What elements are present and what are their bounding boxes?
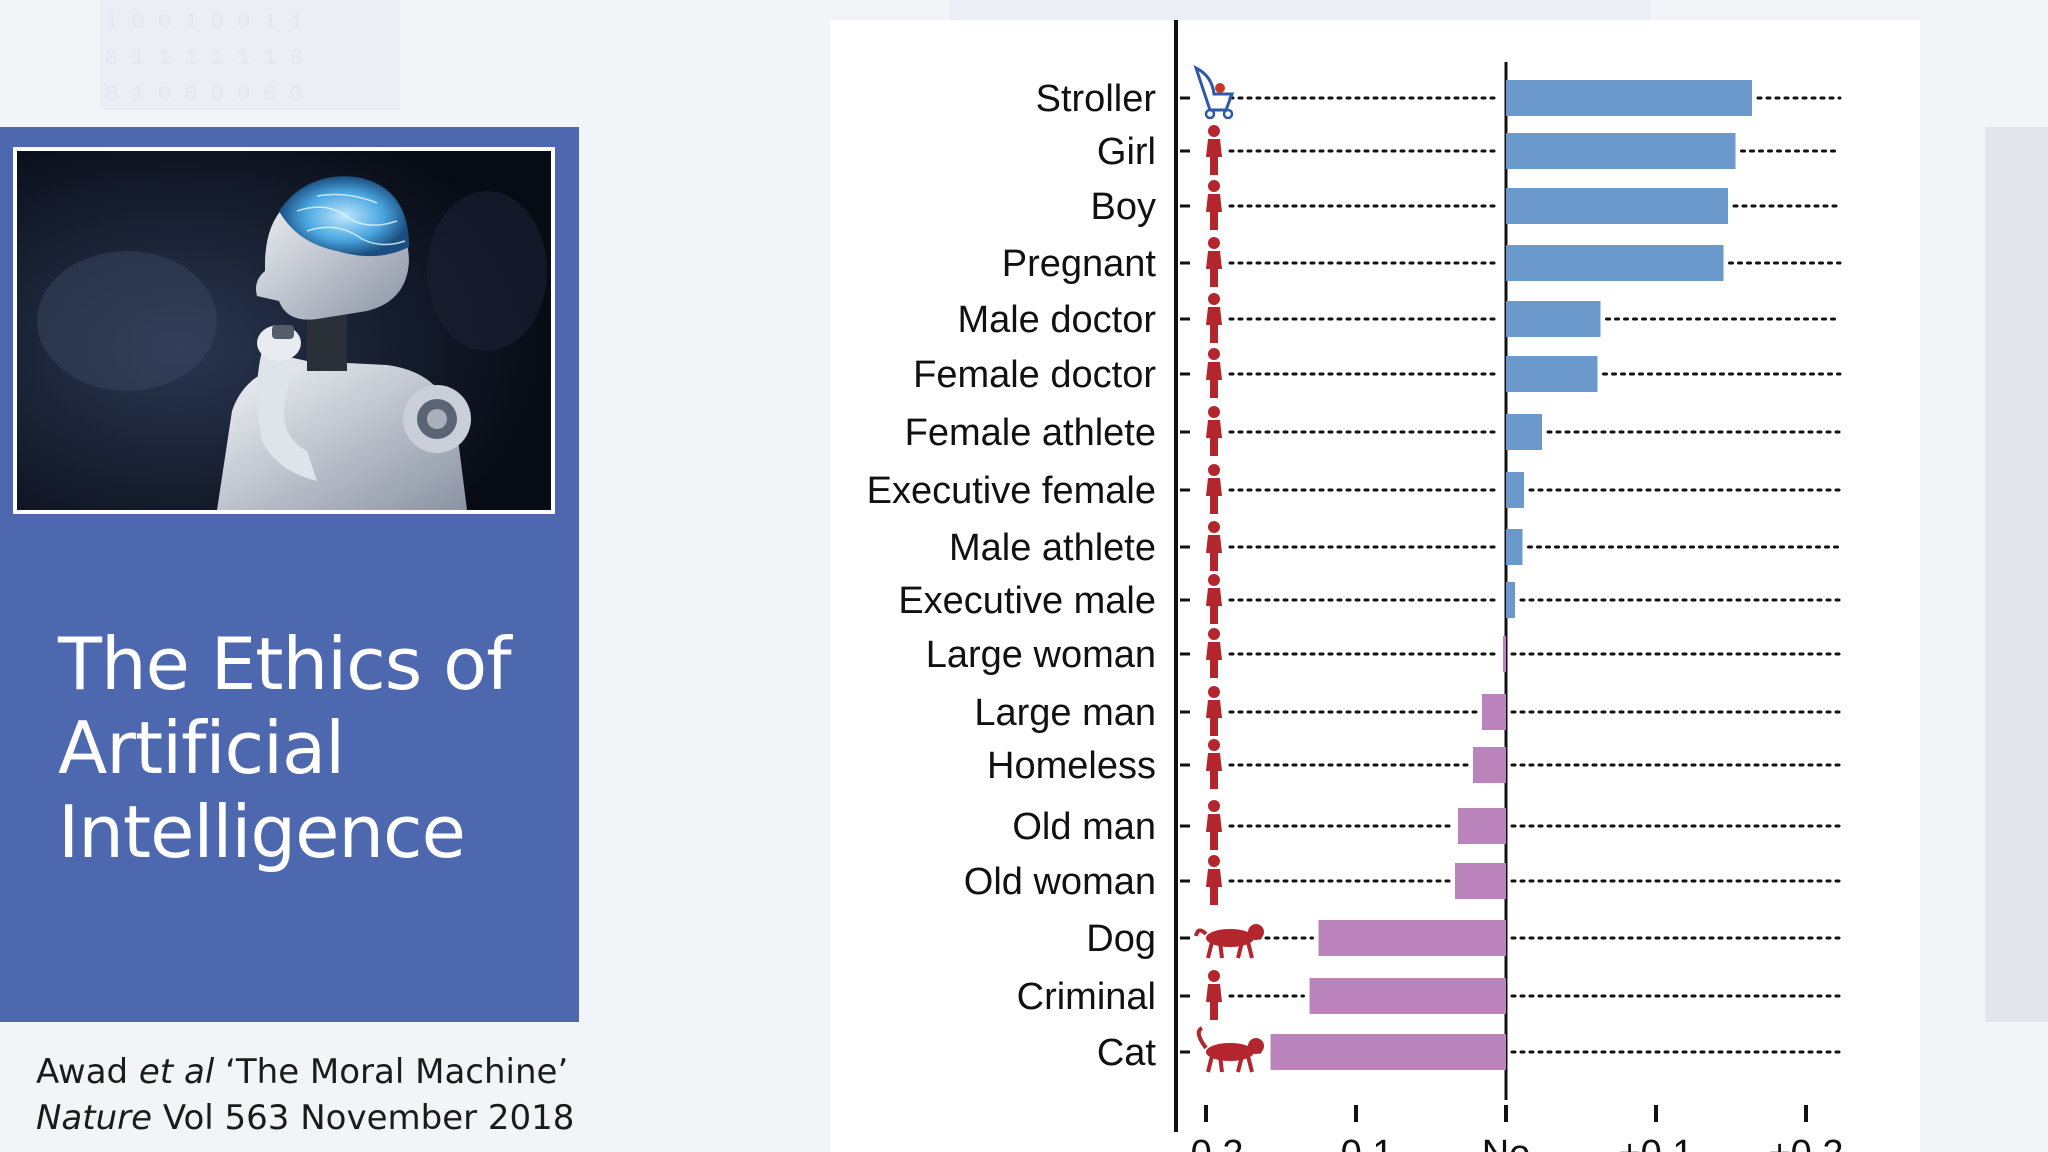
stroller-icon [1193,65,1235,120]
category-label: Pregnant [1002,243,1157,285]
title-line: Intelligence [58,790,466,874]
large-woman-icon [1206,628,1222,678]
bar [1270,1034,1506,1070]
cat-icon [1196,1026,1264,1073]
bar [1506,529,1523,565]
category-label: Old man [1012,806,1156,848]
bar [1309,978,1506,1014]
citation: Awad et al ‘The Moral Machine’ Nature Vo… [36,1049,596,1141]
bar [1506,301,1601,337]
category-label: Dog [1086,918,1156,960]
category-label: Old woman [964,861,1156,903]
category-label: Boy [1091,186,1156,228]
pregnant-icon [1206,237,1222,287]
bar [1482,694,1506,730]
bar [1455,863,1506,899]
category-label: Criminal [1017,976,1156,1018]
category-label: Female doctor [913,354,1156,396]
slide-title: The Ethics of Artificial Intelligence [58,622,558,874]
category-label: Large man [974,692,1156,734]
citation-journal: Nature [36,1098,153,1138]
female-doctor-icon [1206,348,1222,398]
svg-text:0 1 1 1 1 1 1 0: 0 1 1 1 1 1 1 0 [105,46,303,71]
robot-thinking-image [13,147,555,514]
svg-text:1 0 0 1 0 0 1 1: 1 0 0 1 0 0 1 1 [105,10,303,35]
x-tick-label: −0.1 [1318,1133,1393,1152]
moral-machine-chart: Stroller Girl Boy Pregnant Male doctor Female… [867,20,1844,1152]
citation-authors: Awad [36,1052,139,1092]
category-label: Homeless [987,745,1156,787]
bar [1506,133,1736,169]
svg-text:0 1 0 0 0 0 0 0: 0 1 0 0 0 0 0 0 [105,82,303,107]
bar [1506,188,1728,224]
girl-icon [1206,125,1222,175]
x-tick-label: +0.2 [1768,1133,1843,1152]
bar [1318,920,1506,956]
citation-article-title: ‘The Moral Machine’ [214,1052,569,1092]
category-label: Executive female [867,470,1156,512]
old-man-icon [1206,800,1222,850]
bar [1506,245,1724,281]
bar [1473,747,1506,783]
homeless-icon [1206,739,1222,789]
bar [1506,472,1524,508]
category-label: Male athlete [949,527,1156,569]
male-doctor-icon [1206,293,1222,343]
executive-female-icon [1206,464,1222,514]
large-man-icon [1206,686,1222,736]
x-tick-label: No [1482,1133,1531,1152]
bar [1506,414,1542,450]
criminal-icon [1206,970,1222,1020]
x-tick-label: −0.2 [1168,1133,1243,1152]
citation-et-al: et al [138,1052,215,1092]
old-woman-icon [1206,855,1222,905]
executive-male-icon [1206,574,1222,624]
category-label: Executive male [898,580,1156,622]
title-line: The Ethics of [58,622,512,706]
x-tick-label: +0.1 [1618,1133,1693,1152]
category-label: Girl [1097,131,1156,173]
citation-volume: Vol 563 November 2018 [152,1098,575,1138]
bar [1503,636,1506,672]
bar [1458,808,1506,844]
category-label: Cat [1097,1032,1157,1074]
category-label: Female athlete [905,412,1156,454]
category-label: Large woman [926,634,1156,676]
bar [1506,80,1752,116]
citation-line-2: Nature Vol 563 November 2018 [36,1095,596,1141]
title-panel: The Ethics of Artificial Intelligence [0,127,579,1022]
dog-icon [1194,924,1264,959]
male-athlete-icon [1206,521,1222,571]
boy-icon [1206,180,1222,230]
category-label: Male doctor [957,299,1156,341]
bar [1506,582,1515,618]
next-slide-edge [1985,127,2048,1022]
chart-panel: Stroller Girl Boy Pregnant Male doctor Female… [830,20,1920,1152]
bar [1506,356,1598,392]
title-line: Artificial [58,706,345,790]
category-label: Stroller [1036,78,1157,120]
citation-line-1: Awad et al ‘The Moral Machine’ [36,1049,596,1095]
female-athlete-icon [1206,406,1222,456]
